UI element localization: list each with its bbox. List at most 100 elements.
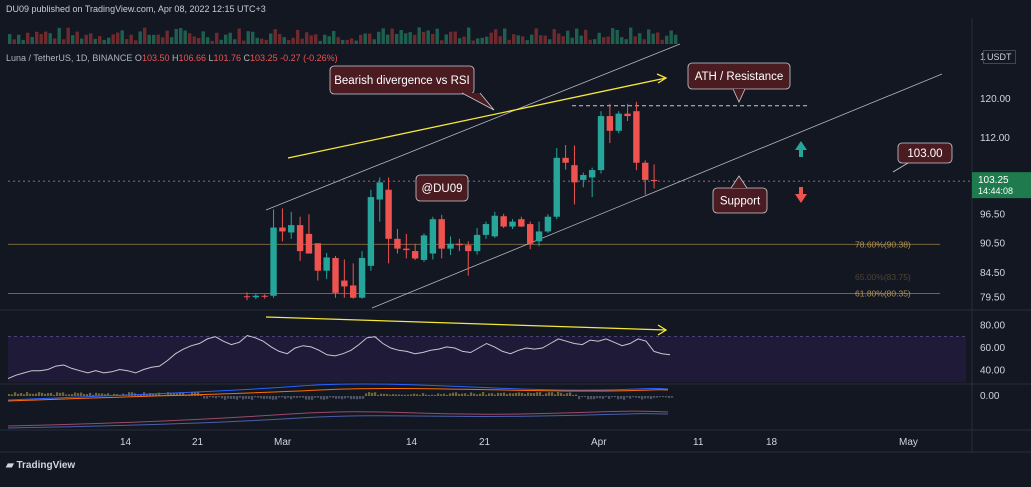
volume-bar xyxy=(305,32,309,44)
price-axis-tick: 84.50 xyxy=(980,268,1005,279)
volume-bar xyxy=(84,34,88,44)
macd-histogram-bar xyxy=(317,396,320,398)
volume-bar xyxy=(575,28,579,44)
price-callout-box xyxy=(897,142,953,164)
candle-body xyxy=(580,175,587,180)
macd-histogram-bar xyxy=(179,392,182,396)
macd-histogram-bar xyxy=(512,393,515,396)
trend-arrow-icon xyxy=(656,73,668,84)
candle-body xyxy=(323,257,330,271)
candle-body xyxy=(650,179,658,182)
volume-bar xyxy=(111,34,115,44)
watermark-label-box xyxy=(415,174,469,202)
macd-histogram-bar xyxy=(377,394,380,396)
currency-badge[interactable]: USDT xyxy=(983,50,1016,64)
macd-histogram-bar xyxy=(203,396,206,399)
macd-histogram-bar xyxy=(278,396,281,398)
macd-histogram-bar xyxy=(608,396,611,399)
macd-histogram-bar xyxy=(539,392,542,396)
macd-histogram-bar xyxy=(641,396,644,400)
volume-bar xyxy=(71,35,75,44)
macd-histogram-bar xyxy=(596,396,599,399)
macd-axis-tick: 0.00 xyxy=(980,391,1000,402)
volume-bar xyxy=(264,39,268,44)
macd-histogram-bar xyxy=(557,392,560,396)
macd-histogram-bar xyxy=(632,396,635,398)
watermark-label-text: @DU09 xyxy=(421,183,462,195)
macd-histogram-bar xyxy=(560,392,563,396)
candle-body xyxy=(491,215,498,237)
divergence-label: Bearish divergence vs RSI xyxy=(329,65,495,111)
tradingview-brand[interactable]: ▰ TradingView xyxy=(6,460,75,471)
macd-histogram-bar xyxy=(206,396,209,399)
volume-bar xyxy=(125,39,129,44)
macd-histogram-bar xyxy=(344,396,347,399)
macd-histogram-bar xyxy=(581,396,584,398)
volume-bar xyxy=(201,31,205,44)
volume-bar xyxy=(449,31,453,44)
macd-histogram-bar xyxy=(338,396,341,399)
macd-histogram-bar xyxy=(332,396,335,398)
candle-body xyxy=(597,116,605,171)
macd-histogram-bar xyxy=(269,396,272,400)
macd-histogram-bar xyxy=(371,392,374,396)
volume-bar xyxy=(629,27,633,44)
volume-bar xyxy=(17,34,21,44)
macd-histogram-bar xyxy=(275,396,278,400)
volume-bar xyxy=(395,34,399,44)
macd-histogram-bar xyxy=(380,393,383,396)
volume-bar xyxy=(30,37,34,44)
volume-bar xyxy=(156,34,160,44)
volume-bar xyxy=(548,39,552,44)
macd-histogram-bar xyxy=(59,392,62,396)
volume-bar xyxy=(489,32,493,44)
candle-body xyxy=(429,219,437,254)
price-axis-tick: 96.50 xyxy=(980,209,1005,220)
ohlc-value: 103.25 xyxy=(250,53,278,63)
volume-bar xyxy=(66,27,70,44)
macd-histogram-bar xyxy=(494,394,497,396)
symbol-name: Luna / TetherUS, 1D, BINANCE xyxy=(6,53,133,63)
macd-histogram-bar xyxy=(533,393,536,396)
volume-bar xyxy=(498,36,502,44)
macd-histogram-bar xyxy=(47,393,50,396)
macd-histogram-bar xyxy=(542,394,545,396)
publish-info: DU09 published on TradingView.com, Apr 0… xyxy=(6,4,266,14)
macd-histogram-bar xyxy=(284,396,287,399)
volume-bar xyxy=(332,30,336,44)
macd-histogram-bar xyxy=(230,396,233,399)
volume-bar xyxy=(134,40,138,44)
macd-histogram-bar xyxy=(299,396,302,398)
volume-bar xyxy=(323,34,327,44)
macd-histogram-bar xyxy=(77,393,80,396)
volume-bar xyxy=(278,34,282,44)
ohlc-label: H xyxy=(169,53,179,63)
macd-histogram-bar xyxy=(254,396,257,398)
macd-histogram-bar xyxy=(428,394,431,396)
macd-histogram-bar xyxy=(401,394,404,396)
volume-bar xyxy=(552,29,556,44)
candle-body xyxy=(314,243,321,271)
macd-histogram-bar xyxy=(287,396,290,398)
macd-histogram-bar xyxy=(38,392,41,396)
macd-histogram-bar xyxy=(368,392,371,396)
macd-histogram-bar xyxy=(158,392,161,396)
volume-bar xyxy=(458,38,462,44)
macd-histogram-bar xyxy=(440,394,443,396)
macd-histogram-bar xyxy=(209,396,212,398)
divergence-label-pointer xyxy=(461,92,495,111)
price-trend-line xyxy=(287,77,667,159)
volume-bar xyxy=(336,37,340,44)
macd-histogram-bar xyxy=(251,396,254,400)
candle-body xyxy=(261,295,268,297)
volume-bar xyxy=(543,35,547,44)
volume-bar xyxy=(413,34,417,44)
support-label: Support xyxy=(712,175,768,214)
ath-label-pointer xyxy=(732,88,746,103)
macd-histogram-bar xyxy=(311,396,314,400)
price-axis-tick: 120.00 xyxy=(980,94,1011,105)
macd-histogram-bar xyxy=(524,394,527,396)
candle-body xyxy=(447,243,454,249)
